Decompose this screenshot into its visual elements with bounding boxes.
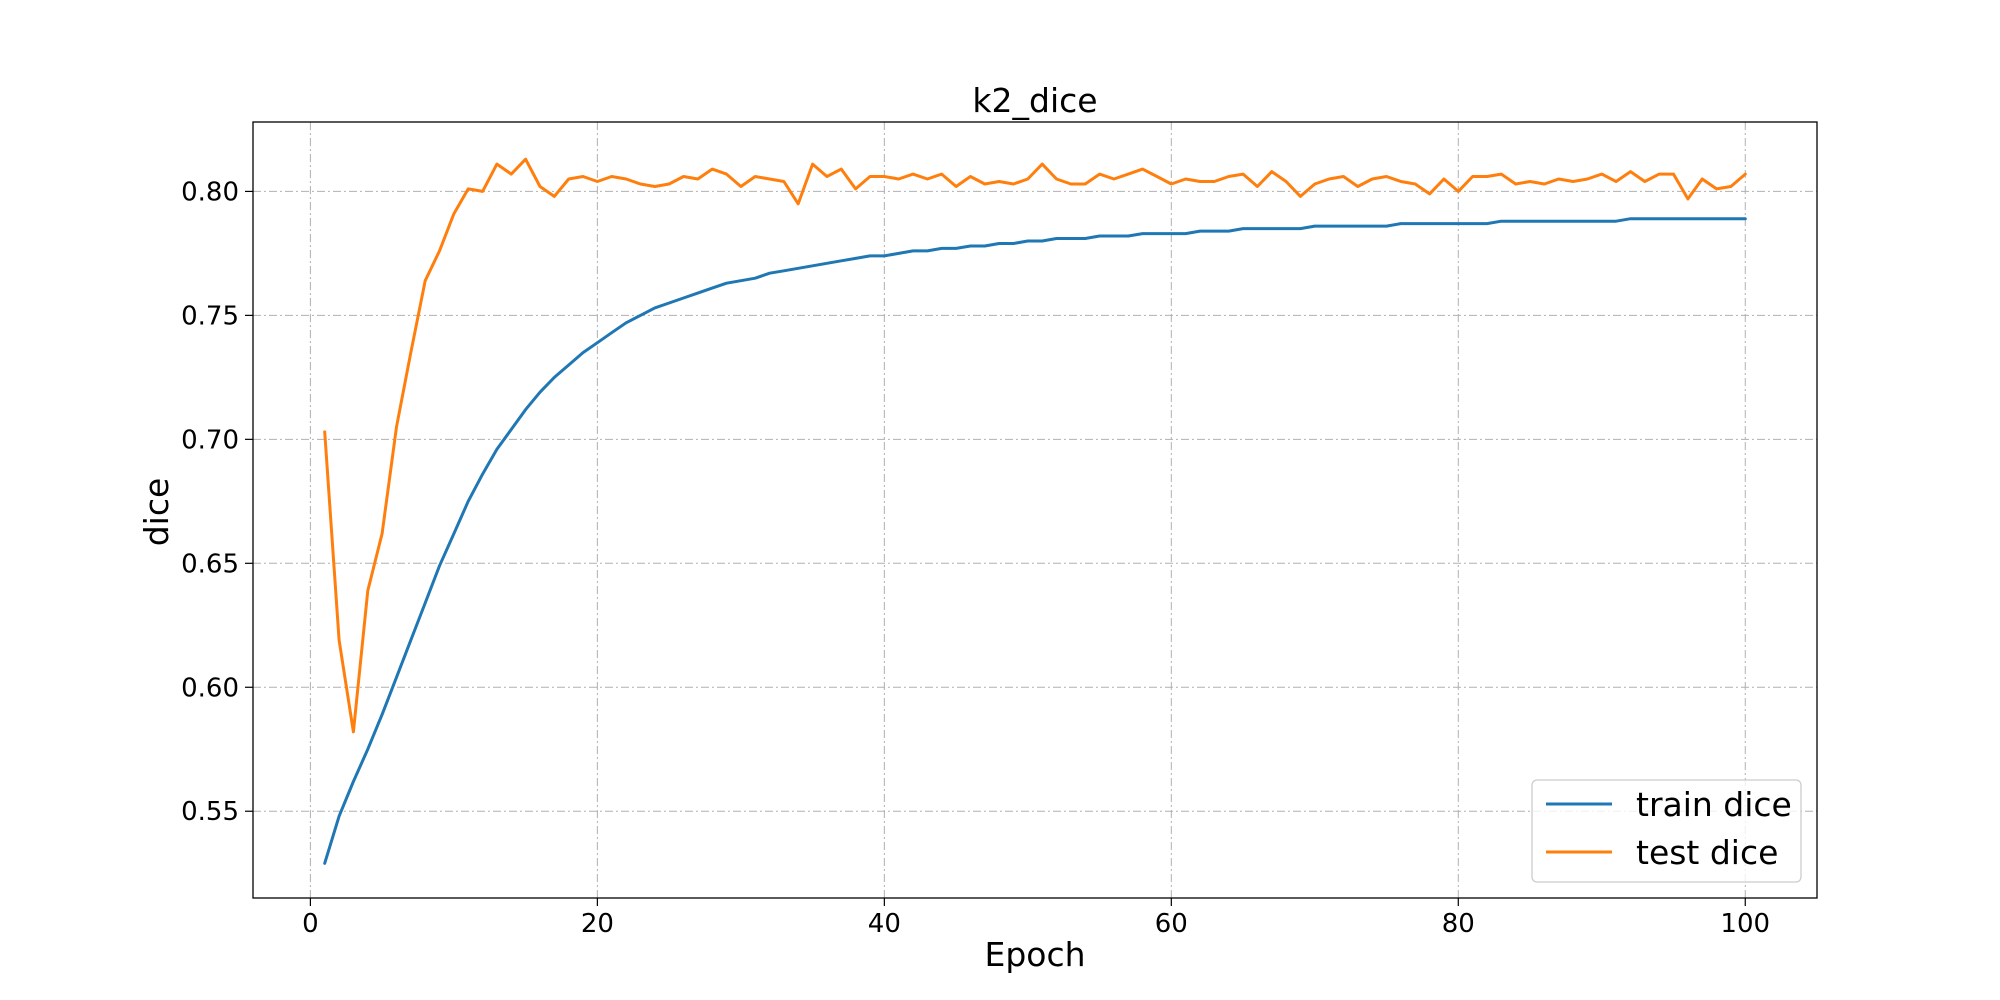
x-axis-title: Epoch bbox=[984, 935, 1085, 974]
x-tick-label: 20 bbox=[581, 909, 614, 939]
plot-series bbox=[323, 157, 1747, 865]
x-tick-label: 100 bbox=[1720, 909, 1770, 939]
x-tick-label: 80 bbox=[1442, 909, 1475, 939]
y-tick-label: 0.60 bbox=[181, 673, 239, 703]
y-axis-title: dice bbox=[137, 478, 176, 547]
y-axis-ticks: 0.55 0.60 0.65 0.70 0.75 0.80 bbox=[181, 177, 253, 827]
series-line-train-dice bbox=[323, 217, 1747, 865]
chart-title: k2_dice bbox=[972, 81, 1097, 120]
legend: train dice test dice bbox=[1531, 779, 1802, 883]
y-tick-label: 0.65 bbox=[181, 549, 239, 579]
series-line-test-dice bbox=[323, 157, 1747, 734]
plot-area-frame bbox=[252, 121, 1818, 899]
grid-lines bbox=[253, 122, 1817, 898]
x-tick-label: 40 bbox=[868, 909, 901, 939]
y-tick-label: 0.80 bbox=[181, 177, 239, 207]
y-tick-label: 0.70 bbox=[181, 425, 239, 455]
x-tick-label: 0 bbox=[302, 909, 319, 939]
y-tick-label: 0.55 bbox=[181, 797, 239, 827]
legend-label-test-dice: test dice bbox=[1636, 833, 1778, 872]
x-axis-ticks: 0 20 40 60 80 100 bbox=[302, 898, 1770, 939]
x-tick-label: 60 bbox=[1155, 909, 1188, 939]
y-tick-label: 0.75 bbox=[181, 301, 239, 331]
legend-label-train-dice: train dice bbox=[1636, 785, 1792, 824]
